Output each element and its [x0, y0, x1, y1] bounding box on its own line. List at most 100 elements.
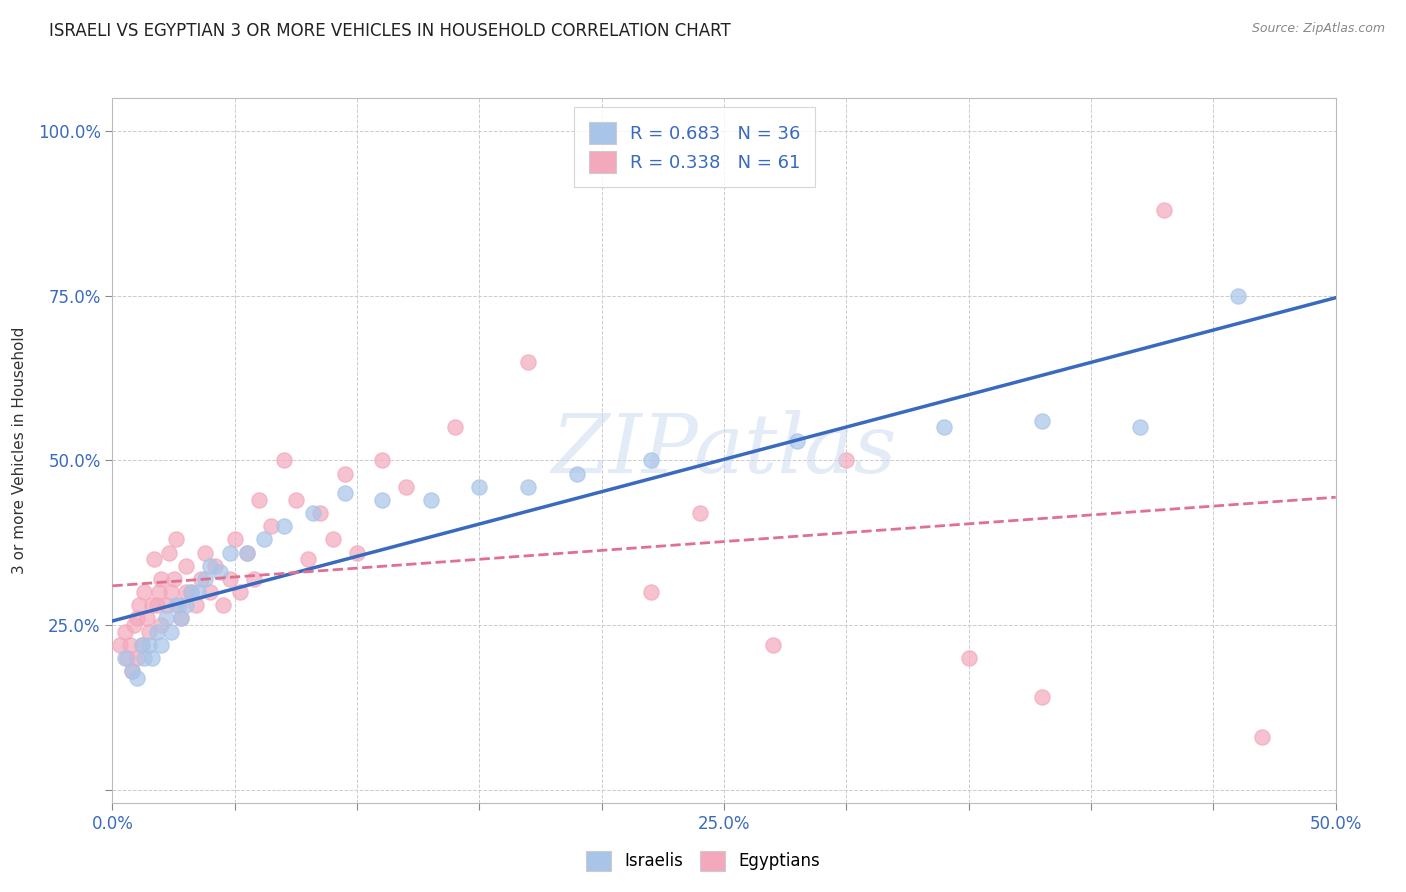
Legend: Israelis, Egyptians: Israelis, Egyptians	[578, 842, 828, 880]
Point	[131, 638, 153, 652]
Y-axis label: 3 or more Vehicles in Household: 3 or more Vehicles in Household	[11, 326, 27, 574]
Text: Source: ZipAtlas.com: Source: ZipAtlas.com	[1251, 22, 1385, 36]
Point	[150, 572, 173, 586]
Point	[1153, 203, 1175, 218]
Point	[134, 585, 156, 599]
Legend: R = 0.683   N = 36, R = 0.338   N = 61: R = 0.683 N = 36, R = 0.338 N = 61	[574, 107, 815, 187]
Point	[125, 671, 148, 685]
Point	[165, 533, 187, 547]
Point	[180, 585, 202, 599]
Point	[333, 467, 356, 481]
Point	[253, 533, 276, 547]
Point	[419, 492, 441, 507]
Point	[1031, 690, 1053, 705]
Point	[219, 572, 242, 586]
Point	[297, 552, 319, 566]
Point	[204, 558, 226, 573]
Point	[180, 585, 202, 599]
Point	[517, 354, 540, 368]
Point	[160, 624, 183, 639]
Point	[165, 599, 187, 613]
Point	[236, 545, 259, 559]
Point	[370, 453, 392, 467]
Point	[167, 599, 190, 613]
Point	[302, 506, 325, 520]
Point	[1251, 730, 1274, 744]
Point	[200, 585, 222, 599]
Point	[121, 664, 143, 678]
Point	[224, 533, 246, 547]
Point	[200, 558, 222, 573]
Point	[141, 599, 163, 613]
Point	[260, 519, 283, 533]
Point	[141, 651, 163, 665]
Point	[138, 624, 160, 639]
Point	[762, 638, 785, 652]
Point	[170, 611, 193, 625]
Point	[145, 624, 167, 639]
Point	[346, 545, 368, 559]
Point	[118, 638, 141, 652]
Point	[143, 552, 166, 566]
Point	[640, 453, 662, 467]
Point	[370, 492, 392, 507]
Point	[150, 618, 173, 632]
Point	[174, 558, 197, 573]
Point	[247, 492, 270, 507]
Point	[333, 486, 356, 500]
Point	[236, 545, 259, 559]
Point	[155, 599, 177, 613]
Point	[1129, 420, 1152, 434]
Point	[468, 480, 491, 494]
Point	[187, 585, 209, 599]
Point	[145, 599, 167, 613]
Point	[121, 664, 143, 678]
Point	[194, 572, 217, 586]
Point	[170, 611, 193, 625]
Point	[309, 506, 332, 520]
Point	[114, 624, 136, 639]
Point	[125, 651, 148, 665]
Point	[640, 585, 662, 599]
Text: ZIPatlas: ZIPatlas	[551, 410, 897, 491]
Point	[114, 651, 136, 665]
Point	[128, 599, 150, 613]
Point	[160, 585, 183, 599]
Point	[284, 492, 308, 507]
Point	[689, 506, 711, 520]
Point	[517, 480, 540, 494]
Point	[155, 611, 177, 625]
Point	[219, 545, 242, 559]
Point	[567, 467, 589, 481]
Point	[124, 618, 146, 632]
Point	[228, 585, 250, 599]
Point	[108, 638, 131, 652]
Point	[134, 651, 156, 665]
Point	[150, 638, 173, 652]
Point	[957, 651, 980, 665]
Point	[115, 651, 138, 665]
Point	[138, 638, 160, 652]
Point	[273, 519, 295, 533]
Point	[1226, 288, 1249, 302]
Point	[1031, 414, 1053, 428]
Point	[322, 533, 344, 547]
Point	[444, 420, 467, 434]
Point	[835, 453, 858, 467]
Point	[934, 420, 956, 434]
Point	[125, 611, 148, 625]
Point	[148, 585, 170, 599]
Point	[211, 599, 233, 613]
Point	[174, 599, 197, 613]
Point	[131, 638, 153, 652]
Point	[135, 611, 157, 625]
Point	[194, 545, 217, 559]
Point	[190, 572, 212, 586]
Point	[174, 585, 197, 599]
Text: ISRAELI VS EGYPTIAN 3 OR MORE VEHICLES IN HOUSEHOLD CORRELATION CHART: ISRAELI VS EGYPTIAN 3 OR MORE VEHICLES I…	[49, 22, 731, 40]
Point	[786, 434, 808, 448]
Point	[395, 480, 418, 494]
Point	[157, 545, 180, 559]
Point	[273, 453, 295, 467]
Point	[184, 599, 207, 613]
